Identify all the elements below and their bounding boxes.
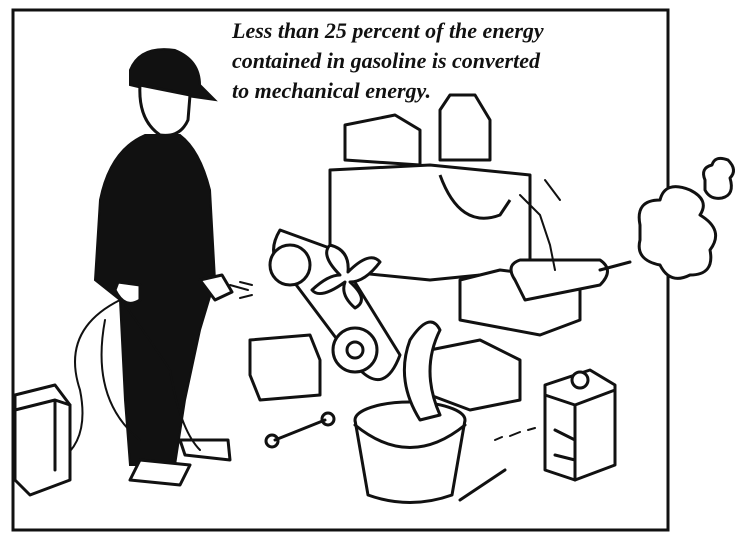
caption-line: to mechanical energy.	[232, 78, 431, 103]
drawing-stroke	[572, 372, 588, 388]
drawing-stroke	[440, 95, 490, 160]
drawing-stroke	[250, 335, 320, 400]
caption-line: Less than 25 percent of the energy	[231, 18, 544, 43]
drawing-stroke	[130, 460, 190, 485]
page: {"illustration": {"caption": ["Less than…	[0, 0, 742, 540]
battery	[15, 385, 70, 495]
caption-line: contained in gasoline is converted	[232, 48, 541, 73]
drawing-stroke	[270, 245, 310, 285]
drawing-stroke	[345, 115, 420, 165]
illustration: Less than 25 percent of the energy conta…	[0, 0, 742, 540]
drawing-stroke	[704, 158, 734, 198]
drawing-stroke	[333, 328, 377, 372]
fuel-can	[545, 370, 615, 480]
drawing-stroke	[355, 420, 465, 503]
